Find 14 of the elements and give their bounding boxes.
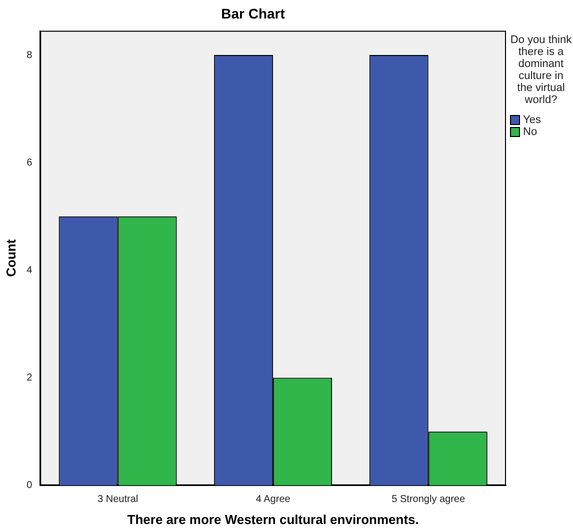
chart-title: Bar Chart	[221, 5, 286, 22]
y-tick-label: 0	[26, 480, 33, 492]
x-tick-label: 4 Agree	[256, 494, 291, 506]
x-tick-label: 5 Strongly agree	[392, 494, 466, 506]
y-tick-label: 8	[26, 50, 33, 61]
legend-title: Do you think there is a dominant culture in the virtual world?	[510, 34, 572, 106]
x-axis-title: There are more Western cultural environments.	[127, 512, 419, 527]
legend-label: No	[523, 126, 538, 138]
y-tick-label: 6	[26, 157, 33, 168]
legend-label: Yes	[523, 114, 541, 126]
x-tick-label: 3 Neutral	[98, 494, 138, 506]
y-axis-title: Count	[3, 238, 18, 277]
y-tick-label: 4	[26, 264, 33, 276]
y-tick-label: 2	[26, 372, 33, 384]
